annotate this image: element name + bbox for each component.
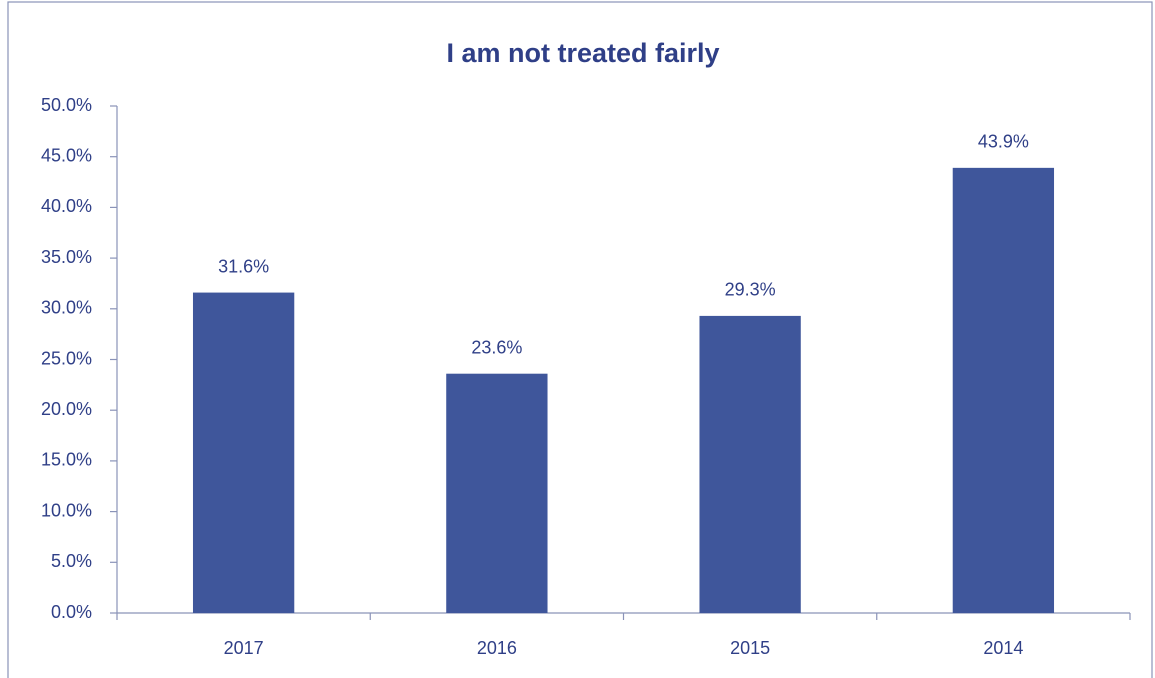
data-label: 23.6% <box>471 337 522 357</box>
y-tick-label: 30.0% <box>41 298 92 318</box>
y-tick-label: 20.0% <box>41 399 92 419</box>
x-tick-label: 2015 <box>730 638 770 658</box>
y-tick-label: 50.0% <box>41 95 92 115</box>
x-tick-label: 2017 <box>224 638 264 658</box>
y-tick-label: 25.0% <box>41 348 92 368</box>
bar <box>446 373 548 613</box>
chart-title: I am not treated fairly <box>446 38 719 68</box>
x-tick-label: 2016 <box>477 638 517 658</box>
bar <box>192 292 295 613</box>
chart-border <box>7 1 1153 678</box>
y-tick-label: 40.0% <box>41 196 92 216</box>
y-tick-label: 45.0% <box>41 145 92 165</box>
y-tick-label: 35.0% <box>41 247 92 267</box>
bar <box>699 315 801 613</box>
y-tick-label: 10.0% <box>41 500 92 520</box>
data-label: 43.9% <box>978 132 1029 152</box>
y-tick-label: 5.0% <box>51 551 92 571</box>
y-tick-label: 0.0% <box>51 602 92 622</box>
y-tick-label: 15.0% <box>41 450 92 470</box>
data-label: 29.3% <box>725 280 776 300</box>
data-label: 31.6% <box>218 256 269 276</box>
x-tick-label: 2014 <box>983 638 1023 658</box>
bar <box>952 167 1055 613</box>
